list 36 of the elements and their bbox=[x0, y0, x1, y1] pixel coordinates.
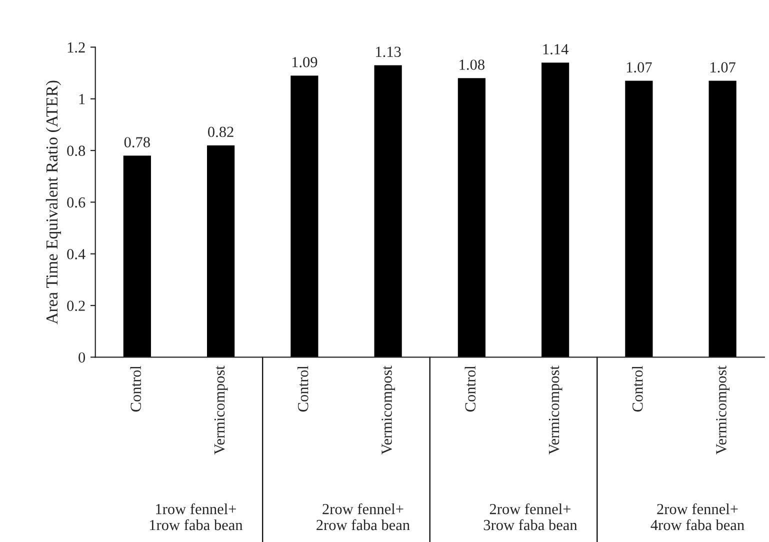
text: 2row fennel+ 4row faba bean bbox=[650, 503, 744, 530]
y-tick-label: 0.8 bbox=[67, 146, 86, 156]
bar bbox=[374, 65, 402, 358]
text: 1row fennel+ 1row faba bean bbox=[150, 503, 243, 530]
bar bbox=[458, 78, 486, 358]
x-tick-label: Vermicompost bbox=[548, 366, 562, 454]
y-axis-title: Area Time Equivalent Ratio (ATER) bbox=[46, 80, 61, 324]
y-tick-label: 0 bbox=[78, 352, 86, 363]
data-label: 1.14 bbox=[543, 44, 568, 54]
bar bbox=[625, 80, 653, 358]
data-label: 1.07 bbox=[710, 62, 736, 73]
bar bbox=[708, 80, 736, 358]
data-label: 1.13 bbox=[376, 46, 401, 58]
data-label: 0.78 bbox=[124, 137, 150, 148]
text: 2row fennel+ 3row faba bean bbox=[484, 503, 578, 530]
data-label: 1.07 bbox=[626, 62, 652, 73]
y-tick-label: 0.2 bbox=[67, 300, 85, 312]
data-label: 0.82 bbox=[208, 126, 234, 138]
bar bbox=[542, 62, 570, 358]
x-tick-label: Control bbox=[464, 366, 476, 412]
text: 2row fennel+ 2row faba bean bbox=[316, 503, 410, 530]
x-tick-label: Control bbox=[130, 366, 141, 412]
x-tick-label: Control bbox=[298, 366, 308, 412]
bar bbox=[123, 156, 151, 358]
x-tick-label: Vermicompost bbox=[716, 366, 730, 454]
y-tick-label: 1.2 bbox=[68, 42, 85, 53]
y-tick-label: 0.4 bbox=[67, 248, 86, 260]
bar bbox=[207, 145, 235, 358]
y-tick-label: 1 bbox=[79, 94, 85, 104]
x-tick-label: Control bbox=[632, 366, 643, 412]
x-tick-label: Vermicompost bbox=[382, 366, 395, 454]
bar bbox=[290, 76, 318, 358]
data-label: 1.09 bbox=[292, 56, 318, 68]
x-tick-label: Vermicompost bbox=[214, 366, 228, 454]
data-label: 1.08 bbox=[460, 60, 484, 70]
y-tick-label: 0.6 bbox=[67, 197, 86, 208]
